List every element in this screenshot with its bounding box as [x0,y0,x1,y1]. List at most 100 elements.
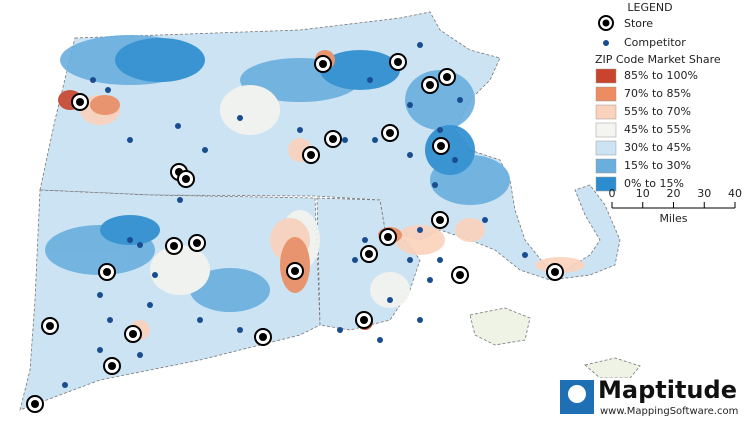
scale-label: 30 [697,187,711,200]
competitor [437,127,443,133]
store [46,322,54,330]
store [394,58,402,66]
store [443,73,451,81]
competitor [97,347,103,353]
connecticut [19,189,321,411]
competitor [427,277,433,283]
store [551,268,559,276]
competitor [237,327,243,333]
store [291,267,299,275]
competitor [127,237,133,243]
competitor [97,292,103,298]
store [426,81,434,89]
legend-swatch [595,176,617,192]
store [170,242,178,250]
legend-swatch [595,158,617,174]
competitor [372,137,378,143]
store [259,333,267,341]
legend-class-label: 70% to 85% [624,87,691,100]
legend-competitor: Competitor [624,36,686,49]
zip-area [115,38,205,82]
legend-class-label: 30% to 45% [624,141,691,154]
competitor [62,382,68,388]
competitor [90,77,96,83]
legend-swatch [595,140,617,156]
island [584,357,641,379]
legend-subtitle: ZIP Code Market Share [595,53,721,66]
competitor [432,182,438,188]
competitor [297,127,303,133]
competitor [202,147,208,153]
zip-area [190,268,270,312]
store [307,151,315,159]
store [182,175,190,183]
logo-icon [568,385,586,403]
logo-url: www.MappingSoftware.com [600,406,738,417]
store [436,216,444,224]
legend-class-label: 85% to 100% [624,69,698,82]
store [103,268,111,276]
legend-swatch [595,68,617,84]
legend-swatch [595,86,617,102]
store [31,400,39,408]
competitor [197,317,203,323]
zip-area [100,215,160,245]
competitor [407,257,413,263]
competitor [377,337,383,343]
legend-swatch [595,122,617,138]
points [26,42,564,413]
store [456,271,464,279]
legend-class-label: 55% to 70% [624,105,691,118]
store [76,98,84,106]
competitor [387,297,393,303]
competitor [352,257,358,263]
scale-unit: Miles [659,212,687,225]
competitor [452,157,458,163]
logo-name: Maptitude [598,376,737,404]
store [437,142,445,150]
logo: Maptitude www.MappingSoftware.com [558,376,748,418]
store [319,60,327,68]
competitor [175,123,181,129]
store [108,362,116,370]
store [386,129,394,137]
competitor [137,242,143,248]
legend-swatch [595,104,617,120]
store [329,135,337,143]
competitor [417,42,423,48]
legend-title: LEGEND [627,1,672,14]
competitor [342,137,348,143]
competitor [105,87,111,93]
zip-area [425,125,475,175]
store [360,316,368,324]
scale-bar: 0 10 20 30 40 Miles [609,187,743,225]
competitor [522,252,528,258]
competitor [367,77,373,83]
legend-store: Store [624,17,653,30]
competitor [362,237,368,243]
zip-area [320,50,400,90]
market-share-areas [45,35,585,340]
store [365,250,373,258]
competitor [407,102,413,108]
store [384,233,392,241]
competitor [177,197,183,203]
competitor [152,272,158,278]
competitor [127,137,133,143]
competitor [437,257,443,263]
scale-label: 20 [667,187,681,200]
competitor [417,227,423,233]
legend-classes: 85% to 100% 70% to 85% 55% to 70% 45% to 55… [595,68,698,192]
zip-area [150,245,210,295]
zip-area [395,225,445,255]
store [129,330,137,338]
zip-area [220,85,280,135]
store-symbol [602,19,610,27]
competitor [337,327,343,333]
legend-class-label: 0% to 15% [624,177,684,190]
scale-label: 40 [728,187,742,200]
store [193,239,201,247]
zip-area [455,218,485,242]
scale-label: 0 [609,187,616,200]
